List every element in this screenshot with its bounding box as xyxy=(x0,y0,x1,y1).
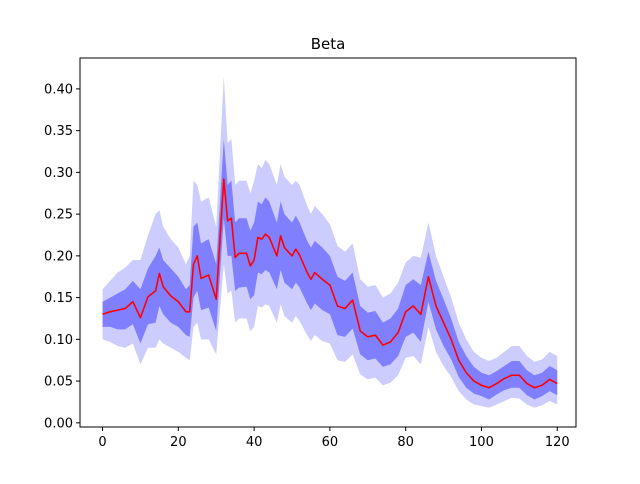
y-tick-label: 0.30 xyxy=(44,166,73,181)
x-tick-label: 60 xyxy=(322,435,339,450)
y-tick-label: 0.35 xyxy=(44,124,73,139)
plot-frame xyxy=(79,57,577,428)
series-lines xyxy=(102,178,558,389)
y-tick-label: 0.40 xyxy=(44,82,73,97)
x-axis: 0 20 40 60 80 100 120 xyxy=(98,427,570,450)
y-tick-label: 0.15 xyxy=(44,291,73,306)
chart-title: Beta xyxy=(311,35,346,53)
y-tick-label: 0.00 xyxy=(44,416,73,431)
x-tick-label: 100 xyxy=(469,435,494,450)
y-tick-label: 0.10 xyxy=(44,333,73,348)
inner-band-area xyxy=(102,138,558,400)
y-tick-label: 0.25 xyxy=(44,208,73,223)
x-tick-label: 120 xyxy=(545,435,570,450)
x-tick-label: 20 xyxy=(170,435,187,450)
uncertainty-bands xyxy=(102,76,558,408)
y-tick-label: 0.20 xyxy=(44,249,73,264)
x-tick-label: 0 xyxy=(98,435,106,450)
x-tick-label: 40 xyxy=(246,435,263,450)
x-tick-label: 80 xyxy=(397,435,414,450)
y-axis: 0.00 0.05 0.10 0.15 0.20 0.25 0.30 0.35 0.40 xyxy=(44,82,80,431)
y-tick-label: 0.05 xyxy=(44,375,73,390)
median-line xyxy=(102,178,558,389)
